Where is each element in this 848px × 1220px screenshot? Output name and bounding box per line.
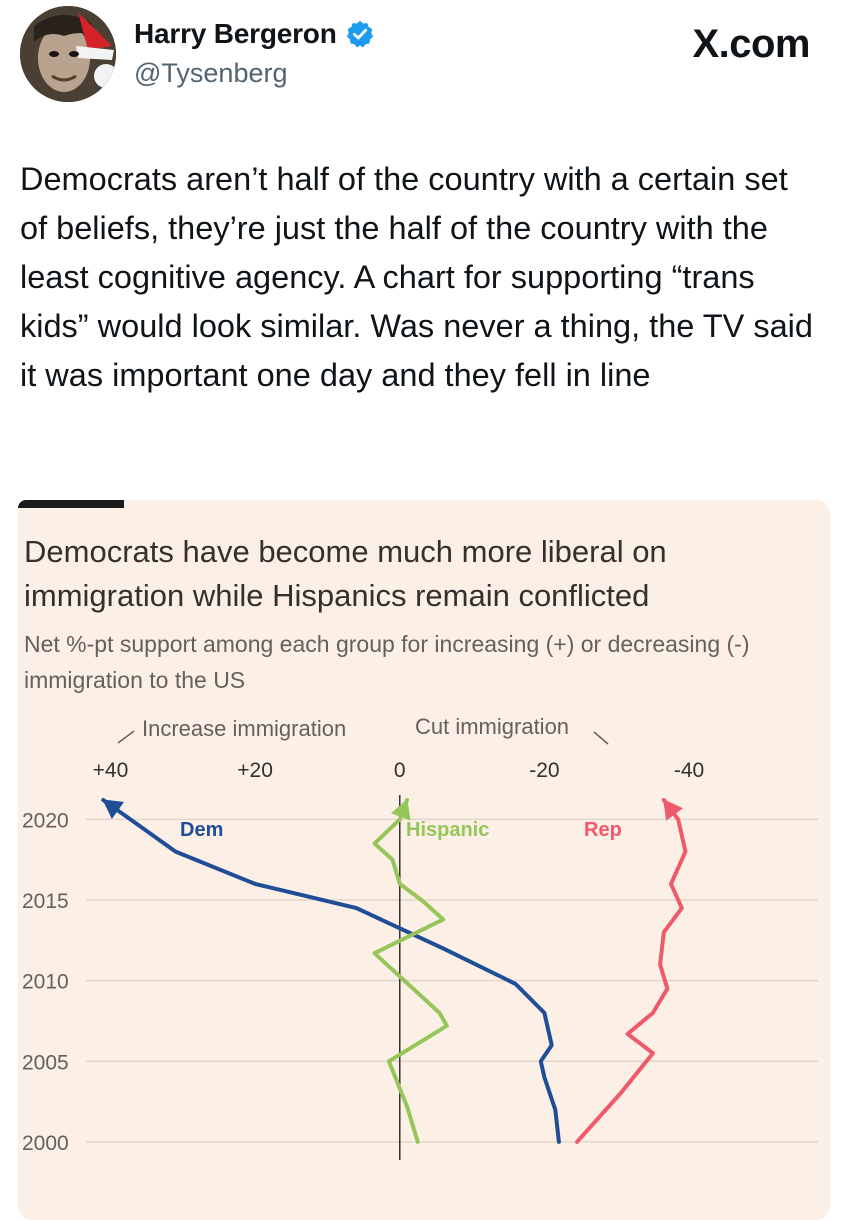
series-arrow-rep-icon — [663, 799, 683, 821]
tweet-header: Harry Bergeron @Tysenberg X.com — [20, 6, 830, 106]
annotation-increase-immigration: Increase immigration — [142, 716, 346, 741]
series-line-hispanic — [372, 798, 449, 1144]
chart-series — [101, 798, 688, 1144]
author-handle[interactable]: @Tysenberg — [134, 58, 288, 88]
x-tick-label-1: +20 — [237, 759, 273, 782]
x-tick-label-3: -20 — [529, 759, 559, 782]
x-tick-label-0: +40 — [93, 759, 129, 782]
series-line-dem — [101, 798, 561, 1144]
chart-subtitle: Net %-pt support among each group for in… — [24, 631, 750, 693]
series-label-rep: Rep — [584, 819, 622, 841]
series-arrow-dem-icon — [102, 799, 124, 819]
tweet-text: Democrats aren’t half of the country wit… — [20, 161, 813, 393]
y-tick-label-2010: 2010 — [22, 971, 69, 994]
series-label-hispanic: Hispanic — [406, 819, 489, 841]
annotation-arrow-right-icon — [593, 731, 609, 745]
x-tick-label-4: -40 — [674, 759, 704, 782]
chart-labels: 2020 2015 2010 2005 2000 +40 +20 0 -20 -40 Increas… — [22, 714, 704, 1155]
y-tick-label-2005: 2005 — [22, 1051, 69, 1074]
y-tick-label-2000: 2000 — [22, 1132, 69, 1155]
avatar[interactable] — [20, 6, 116, 102]
chart-title: Democrats have become much more liberal … — [24, 534, 667, 613]
series-line-rep — [575, 798, 688, 1144]
chart-plot: 2020 2015 2010 2005 2000 +40 +20 0 -20 -40 Increas… — [22, 714, 818, 1160]
annotation-arrow-left-icon — [117, 730, 135, 744]
annotation-cut-immigration: Cut immigration — [415, 714, 569, 739]
card-accent-bar — [18, 500, 124, 508]
x-brand-logo: X.com — [692, 22, 810, 66]
avatar-image — [20, 6, 116, 102]
series-label-dem: Dem — [180, 819, 223, 841]
author-name[interactable]: Harry Bergeron — [134, 18, 337, 49]
author-name-row[interactable]: Harry Bergeron — [134, 18, 375, 50]
x-tick-label-2: 0 — [394, 759, 406, 782]
y-tick-label-2015: 2015 — [22, 890, 69, 913]
y-tick-label-2020: 2020 — [22, 809, 69, 832]
series-arrow-hispanic-icon — [390, 799, 411, 821]
verified-badge-icon — [345, 19, 375, 49]
chart-card[interactable]: Democrats have become much more liberal … — [18, 500, 830, 1220]
chart-gridlines — [86, 818, 818, 1143]
